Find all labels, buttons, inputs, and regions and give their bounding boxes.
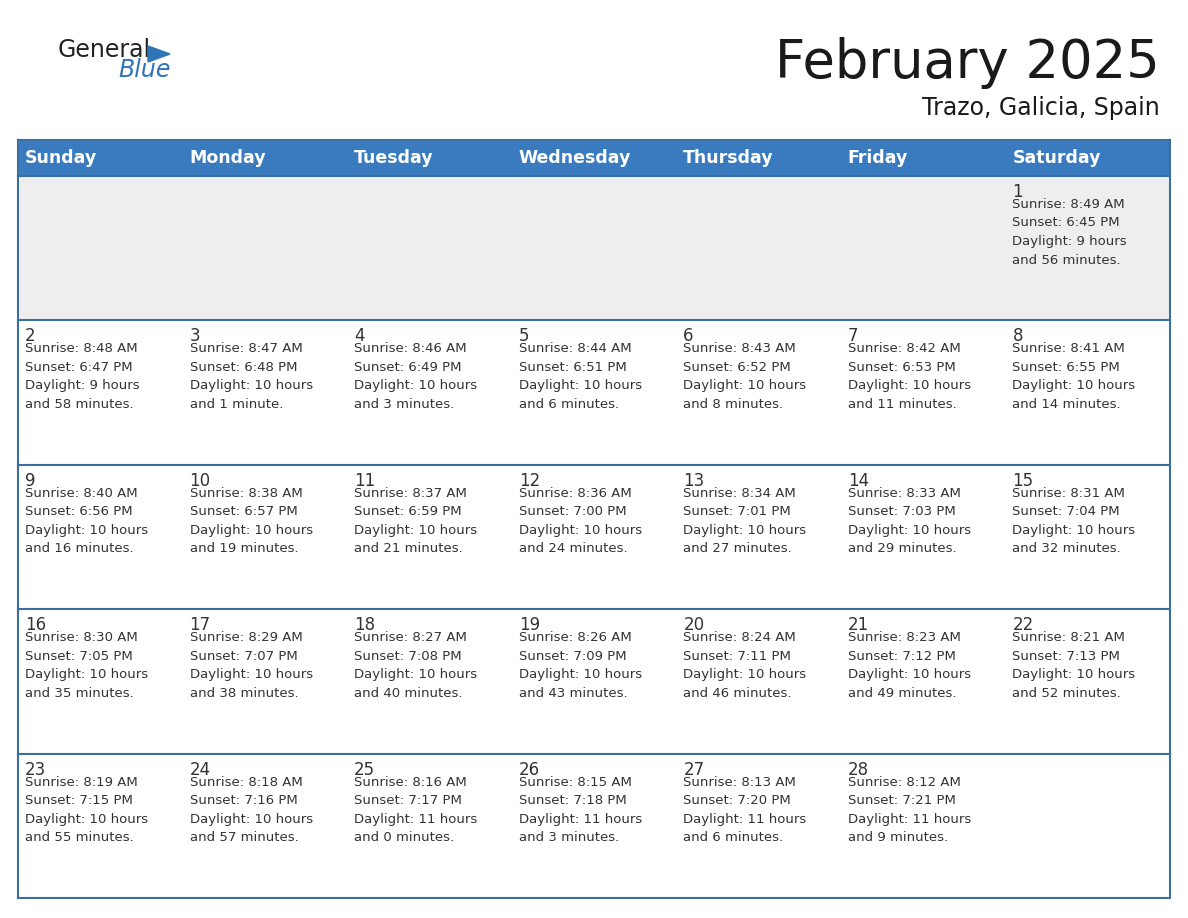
Bar	[18, 140, 1170, 176]
Text: Sunrise: 8:16 AM
Sunset: 7:17 PM
Daylight: 11 hours
and 0 minutes.: Sunrise: 8:16 AM Sunset: 7:17 PM Dayligh…	[354, 776, 478, 844]
Text: Sunrise: 8:46 AM
Sunset: 6:49 PM
Daylight: 10 hours
and 3 minutes.: Sunrise: 8:46 AM Sunset: 6:49 PM Dayligh…	[354, 342, 478, 411]
Text: 9: 9	[25, 472, 36, 490]
Text: 16: 16	[25, 616, 46, 634]
Text: Wednesday: Wednesday	[519, 149, 631, 167]
Text: Sunrise: 8:43 AM
Sunset: 6:52 PM
Daylight: 10 hours
and 8 minutes.: Sunrise: 8:43 AM Sunset: 6:52 PM Dayligh…	[683, 342, 807, 411]
Text: 3: 3	[190, 328, 201, 345]
Text: Sunrise: 8:24 AM
Sunset: 7:11 PM
Daylight: 10 hours
and 46 minutes.: Sunrise: 8:24 AM Sunset: 7:11 PM Dayligh…	[683, 632, 807, 700]
Text: 12: 12	[519, 472, 541, 490]
Bar	[18, 754, 1170, 898]
Text: Sunrise: 8:37 AM
Sunset: 6:59 PM
Daylight: 10 hours
and 21 minutes.: Sunrise: 8:37 AM Sunset: 6:59 PM Dayligh…	[354, 487, 478, 555]
Text: 28: 28	[848, 761, 868, 778]
Text: Sunrise: 8:48 AM
Sunset: 6:47 PM
Daylight: 9 hours
and 58 minutes.: Sunrise: 8:48 AM Sunset: 6:47 PM Dayligh…	[25, 342, 140, 411]
Text: Blue: Blue	[118, 58, 170, 82]
Text: Sunrise: 8:12 AM
Sunset: 7:21 PM
Daylight: 11 hours
and 9 minutes.: Sunrise: 8:12 AM Sunset: 7:21 PM Dayligh…	[848, 776, 971, 844]
Text: Sunrise: 8:41 AM
Sunset: 6:55 PM
Daylight: 10 hours
and 14 minutes.: Sunrise: 8:41 AM Sunset: 6:55 PM Dayligh…	[1012, 342, 1136, 411]
Text: Friday: Friday	[848, 149, 909, 167]
Text: Sunrise: 8:29 AM
Sunset: 7:07 PM
Daylight: 10 hours
and 38 minutes.: Sunrise: 8:29 AM Sunset: 7:07 PM Dayligh…	[190, 632, 312, 700]
Text: 11: 11	[354, 472, 375, 490]
Text: Sunrise: 8:47 AM
Sunset: 6:48 PM
Daylight: 10 hours
and 1 minute.: Sunrise: 8:47 AM Sunset: 6:48 PM Dayligh…	[190, 342, 312, 411]
Text: 19: 19	[519, 616, 539, 634]
Text: Sunrise: 8:33 AM
Sunset: 7:03 PM
Daylight: 10 hours
and 29 minutes.: Sunrise: 8:33 AM Sunset: 7:03 PM Dayligh…	[848, 487, 971, 555]
Text: Sunrise: 8:27 AM
Sunset: 7:08 PM
Daylight: 10 hours
and 40 minutes.: Sunrise: 8:27 AM Sunset: 7:08 PM Dayligh…	[354, 632, 478, 700]
Text: Sunrise: 8:30 AM
Sunset: 7:05 PM
Daylight: 10 hours
and 35 minutes.: Sunrise: 8:30 AM Sunset: 7:05 PM Dayligh…	[25, 632, 148, 700]
Text: Thursday: Thursday	[683, 149, 773, 167]
Text: 27: 27	[683, 761, 704, 778]
Text: Sunrise: 8:49 AM
Sunset: 6:45 PM
Daylight: 9 hours
and 56 minutes.: Sunrise: 8:49 AM Sunset: 6:45 PM Dayligh…	[1012, 198, 1127, 266]
Text: Sunrise: 8:21 AM
Sunset: 7:13 PM
Daylight: 10 hours
and 52 minutes.: Sunrise: 8:21 AM Sunset: 7:13 PM Dayligh…	[1012, 632, 1136, 700]
Text: 21: 21	[848, 616, 870, 634]
Bar	[18, 610, 1170, 754]
Text: Sunrise: 8:26 AM
Sunset: 7:09 PM
Daylight: 10 hours
and 43 minutes.: Sunrise: 8:26 AM Sunset: 7:09 PM Dayligh…	[519, 632, 642, 700]
Bar	[18, 176, 1170, 320]
Text: 10: 10	[190, 472, 210, 490]
Text: 20: 20	[683, 616, 704, 634]
Text: Monday: Monday	[190, 149, 266, 167]
Text: Sunrise: 8:18 AM
Sunset: 7:16 PM
Daylight: 10 hours
and 57 minutes.: Sunrise: 8:18 AM Sunset: 7:16 PM Dayligh…	[190, 776, 312, 844]
Text: 26: 26	[519, 761, 539, 778]
Text: 5: 5	[519, 328, 529, 345]
Text: 8: 8	[1012, 328, 1023, 345]
Text: 18: 18	[354, 616, 375, 634]
Text: Sunrise: 8:19 AM
Sunset: 7:15 PM
Daylight: 10 hours
and 55 minutes.: Sunrise: 8:19 AM Sunset: 7:15 PM Dayligh…	[25, 776, 148, 844]
Text: Sunrise: 8:34 AM
Sunset: 7:01 PM
Daylight: 10 hours
and 27 minutes.: Sunrise: 8:34 AM Sunset: 7:01 PM Dayligh…	[683, 487, 807, 555]
Text: General: General	[58, 38, 151, 62]
Text: 1: 1	[1012, 183, 1023, 201]
Text: 7: 7	[848, 328, 859, 345]
Text: 22: 22	[1012, 616, 1034, 634]
Text: 15: 15	[1012, 472, 1034, 490]
Bar	[18, 320, 1170, 465]
Text: 23: 23	[25, 761, 46, 778]
Text: Trazo, Galicia, Spain: Trazo, Galicia, Spain	[922, 96, 1159, 120]
Text: Sunrise: 8:36 AM
Sunset: 7:00 PM
Daylight: 10 hours
and 24 minutes.: Sunrise: 8:36 AM Sunset: 7:00 PM Dayligh…	[519, 487, 642, 555]
Text: Sunrise: 8:31 AM
Sunset: 7:04 PM
Daylight: 10 hours
and 32 minutes.: Sunrise: 8:31 AM Sunset: 7:04 PM Dayligh…	[1012, 487, 1136, 555]
Text: 17: 17	[190, 616, 210, 634]
Text: Saturday: Saturday	[1012, 149, 1101, 167]
Text: 25: 25	[354, 761, 375, 778]
Text: Sunrise: 8:13 AM
Sunset: 7:20 PM
Daylight: 11 hours
and 6 minutes.: Sunrise: 8:13 AM Sunset: 7:20 PM Dayligh…	[683, 776, 807, 844]
Text: Sunrise: 8:38 AM
Sunset: 6:57 PM
Daylight: 10 hours
and 19 minutes.: Sunrise: 8:38 AM Sunset: 6:57 PM Dayligh…	[190, 487, 312, 555]
Text: February 2025: February 2025	[776, 37, 1159, 89]
Polygon shape	[148, 46, 170, 62]
Text: Sunrise: 8:23 AM
Sunset: 7:12 PM
Daylight: 10 hours
and 49 minutes.: Sunrise: 8:23 AM Sunset: 7:12 PM Dayligh…	[848, 632, 971, 700]
Bar	[18, 465, 1170, 610]
Text: 6: 6	[683, 328, 694, 345]
Text: Tuesday: Tuesday	[354, 149, 434, 167]
Text: 14: 14	[848, 472, 868, 490]
Text: Sunrise: 8:15 AM
Sunset: 7:18 PM
Daylight: 11 hours
and 3 minutes.: Sunrise: 8:15 AM Sunset: 7:18 PM Dayligh…	[519, 776, 642, 844]
Text: 13: 13	[683, 472, 704, 490]
Text: Sunrise: 8:44 AM
Sunset: 6:51 PM
Daylight: 10 hours
and 6 minutes.: Sunrise: 8:44 AM Sunset: 6:51 PM Dayligh…	[519, 342, 642, 411]
Text: Sunrise: 8:42 AM
Sunset: 6:53 PM
Daylight: 10 hours
and 11 minutes.: Sunrise: 8:42 AM Sunset: 6:53 PM Dayligh…	[848, 342, 971, 411]
Text: Sunrise: 8:40 AM
Sunset: 6:56 PM
Daylight: 10 hours
and 16 minutes.: Sunrise: 8:40 AM Sunset: 6:56 PM Dayligh…	[25, 487, 148, 555]
Text: 24: 24	[190, 761, 210, 778]
Text: 4: 4	[354, 328, 365, 345]
Text: 2: 2	[25, 328, 36, 345]
Text: Sunday: Sunday	[25, 149, 97, 167]
